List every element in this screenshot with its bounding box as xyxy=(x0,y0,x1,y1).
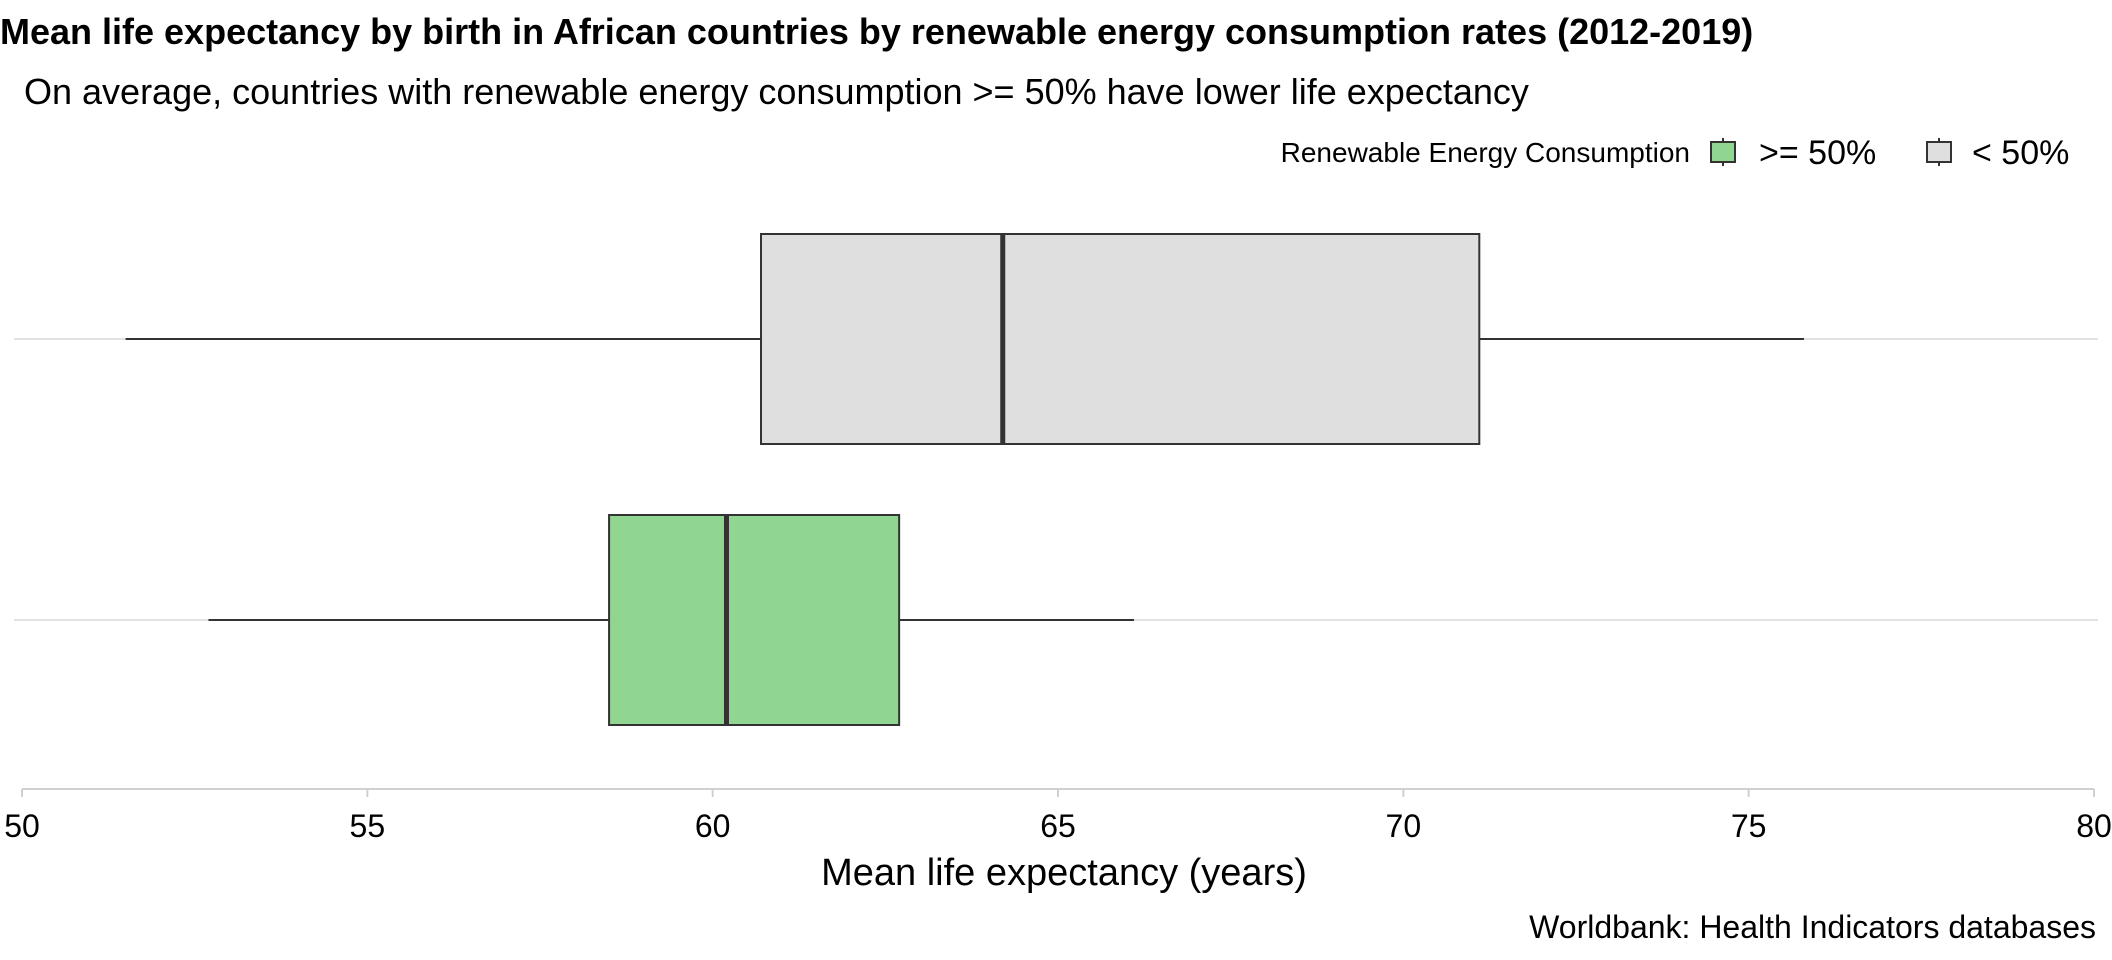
legend-key-ge-50 xyxy=(1710,141,1736,163)
box-iqr-lt-50 xyxy=(760,233,1481,445)
x-tick-label: 70 xyxy=(1386,808,1422,844)
legend-entry-lt-50: < 50% xyxy=(1926,134,2069,172)
x-tick-label: 50 xyxy=(4,808,40,844)
x-tick-label: 60 xyxy=(695,808,731,844)
x-tick-label: 55 xyxy=(350,808,386,844)
chart-title: Mean life expectancy by birth in African… xyxy=(0,11,1753,52)
chart-caption: Worldbank: Health Indicators databases xyxy=(1529,909,2096,945)
x-tick-label: 75 xyxy=(1731,808,1767,844)
legend-key-lt-50 xyxy=(1926,141,1952,163)
x-tick-label: 65 xyxy=(1040,808,1076,844)
legend-title: Renewable Energy Consumption xyxy=(1281,137,1690,168)
legend: Renewable Energy Consumption >= 50% < 50… xyxy=(1281,134,2070,172)
chart-subtitle: On average, countries with renewable ene… xyxy=(24,71,1529,112)
plot-area: 50 55 60 65 70 75 80 xyxy=(4,233,2112,844)
boxes xyxy=(125,233,1804,726)
box-lt-50 xyxy=(125,233,1804,445)
box-iqr-ge-50 xyxy=(608,514,901,726)
legend-label-lt-50: < 50% xyxy=(1972,134,2069,172)
x-tick-label: 80 xyxy=(2076,808,2112,844)
legend-label-ge-50: >= 50% xyxy=(1759,134,1876,172)
x-axis-title: Mean life expectancy (years) xyxy=(821,852,1307,894)
box-ge-50 xyxy=(208,514,1134,726)
legend-entry-ge-50: >= 50% xyxy=(1710,134,1876,172)
x-axis-ticks: 50 55 60 65 70 75 80 xyxy=(4,789,2112,844)
